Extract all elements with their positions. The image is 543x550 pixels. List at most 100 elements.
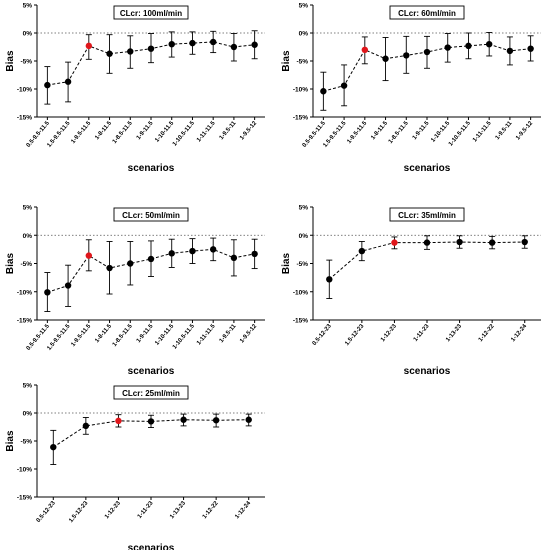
y-tick-label: 5% [23, 205, 33, 212]
x-tick-label: 1-9.5-12 [239, 120, 258, 141]
x-tick-label: 1-9.5-12 [239, 323, 258, 344]
chart-title: CLcr: 35ml/min [398, 211, 456, 220]
data-point [251, 250, 258, 258]
data-point [326, 276, 333, 283]
x-tick-label: 1-8-11.5 [94, 120, 113, 141]
data-point [44, 289, 51, 296]
data-point [358, 247, 366, 255]
data-point [212, 417, 220, 424]
x-tick-label: 0.5-12-23 [36, 500, 58, 524]
data-point [82, 422, 90, 430]
y-tick-label: 5% [23, 383, 33, 390]
x-tick-label: 1-11-23 [137, 500, 155, 520]
data-point [230, 43, 238, 51]
y-axis-label: Bias [5, 430, 16, 452]
x-tick-label: 1-12-22 [478, 323, 496, 343]
y-tick-label: -15% [293, 115, 308, 122]
data-point [106, 50, 113, 57]
y-tick-label: 0% [299, 233, 309, 240]
x-tick-label: 1-9-11.5 [136, 323, 155, 344]
data-point [251, 41, 258, 48]
chart-title: CLcr: 25ml/min [122, 389, 180, 398]
y-tick-label: -10% [17, 467, 32, 474]
chart-title-box [389, 207, 465, 222]
x-axis-label: scenarios [128, 543, 175, 550]
chart-title: CLcr: 100ml/min [120, 9, 182, 18]
data-point [465, 42, 472, 50]
x-tick-label: 1-12-24 [510, 323, 528, 343]
chart-title-box [113, 5, 189, 20]
data-point [180, 416, 187, 423]
y-tick-label: 0% [299, 31, 309, 38]
data-point-highlight [115, 417, 122, 425]
data-point [340, 82, 348, 89]
y-tick-label: 0% [23, 233, 33, 240]
y-tick-label: -15% [293, 318, 308, 325]
x-tick-label: 1-10-11.5 [154, 120, 175, 144]
data-point [147, 45, 155, 52]
data-point [50, 443, 57, 451]
y-tick-label: -15% [17, 318, 32, 325]
x-tick-label: 1-9.5-11.5 [346, 120, 368, 145]
y-tick-label: -5% [296, 59, 308, 66]
chart-panel-2: 5%0%-5%-10%-15%0.5-9.5-11.51.5-9.5-11.51… [281, 3, 541, 174]
x-tick-label: 1-8.5-11.5 [388, 120, 410, 145]
y-tick-label: -5% [296, 261, 308, 268]
x-tick-label: 1-12-23 [380, 323, 398, 343]
data-point [320, 88, 327, 95]
data-point [230, 254, 238, 262]
data-point [488, 239, 496, 246]
data-point [423, 239, 431, 246]
x-tick-label: 1-8-11.5 [370, 120, 389, 141]
chart-title: CLcr: 50ml/min [122, 211, 180, 220]
data-point [506, 47, 514, 55]
data-point [106, 264, 113, 272]
y-tick-label: -15% [17, 495, 32, 502]
data-point-highlight [361, 46, 369, 53]
data-point [444, 44, 451, 51]
data-point-highlight [85, 252, 93, 259]
x-tick-label: 1-8-11.5 [94, 323, 113, 344]
x-tick-label: 1-10-11.5 [154, 323, 175, 347]
x-tick-label: 1-9.5-11 [495, 120, 514, 141]
y-tick-label: 5% [299, 3, 309, 10]
chart-title-box [113, 207, 189, 222]
x-tick-label: 1-12-22 [202, 500, 220, 520]
x-tick-label: 1-11-11.5 [472, 120, 493, 144]
y-tick-label: -10% [17, 87, 32, 94]
x-tick-label: 1-9.5-11.5 [70, 323, 92, 348]
chart-title: CLcr: 60ml/min [398, 9, 456, 18]
x-tick-label: 1-13-23 [169, 500, 187, 520]
data-point [403, 52, 410, 59]
x-tick-label: 1-10.5-11.5 [448, 120, 473, 148]
y-axis-label: Bias [281, 50, 292, 72]
x-tick-label: 1-13-23 [445, 323, 463, 343]
data-point [423, 48, 431, 56]
x-tick-label: 1-9.5-12 [515, 120, 534, 141]
x-tick-label: 0.5-12-23 [312, 323, 334, 347]
x-tick-label: 1-10.5-11.5 [172, 120, 197, 148]
x-tick-label: 1-12-24 [234, 500, 252, 520]
data-point [127, 48, 134, 55]
data-point [64, 78, 72, 85]
chart-panel-5: 5% 0% -5% -10% -15% 0.5-12-23 1.5-12-23 1-12-23… [5, 383, 265, 550]
data-point-highlight [85, 42, 93, 50]
data-point [44, 81, 51, 89]
x-axis-label: scenarios [128, 163, 175, 174]
chart-panel-4: 5% 0% -5% -10% -15% 0.5-12-23 1.5-12-23 1-12-23… [281, 205, 541, 377]
y-tick-label: -5% [20, 59, 32, 66]
y-axis-label: Bias [5, 253, 16, 275]
y-tick-label: -15% [17, 115, 32, 122]
x-tick-label: 1-9.5-11.5 [70, 120, 92, 145]
data-point [147, 418, 155, 425]
y-tick-label: -10% [17, 289, 32, 296]
x-tick-label: 1-10.5-11.5 [172, 323, 197, 351]
x-tick-label: 1-12-23 [104, 500, 122, 520]
x-axis-label: scenarios [404, 163, 451, 174]
data-point [485, 41, 493, 48]
series-line [47, 248, 255, 293]
x-tick-label: 1.5-12-23 [344, 323, 366, 347]
chart-panel-1: 5%0%-5%-10%-15%0.5-9.5-11.51.5-9.5-11.51… [5, 3, 265, 174]
data-point [521, 238, 528, 246]
